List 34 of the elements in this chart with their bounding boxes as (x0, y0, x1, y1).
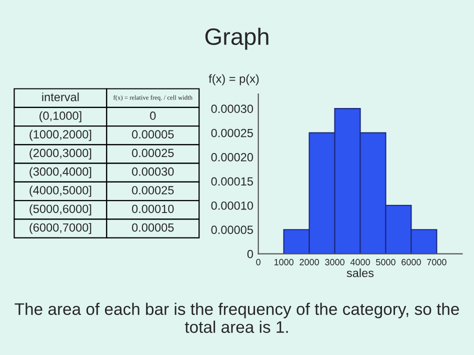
y-tick-label: 0.00005 (211, 226, 253, 234)
y-tick-label: 0.00015 (211, 177, 253, 186)
text: 0.00025 (132, 186, 174, 194)
text: 0.00005 (132, 130, 174, 139)
text: 0.00010 (132, 204, 174, 214)
y-tick-label: 0 (247, 250, 254, 258)
text: interval (42, 92, 79, 102)
text: (4000,5000] (30, 186, 92, 197)
x-tick-label: 7000 (427, 258, 446, 266)
y-tick-label: 0.00030 (211, 104, 254, 113)
x-axis-title: sales (346, 268, 374, 278)
text: The area of each bar is the frequency of the category, so the total area is 1. (14, 302, 459, 333)
y-tick-label: 0.00020 (211, 153, 254, 162)
x-tick-label: 6000 (402, 258, 421, 266)
y-tick-label: 0.00010 (211, 201, 254, 210)
x-tick-label: 3000 (325, 258, 344, 266)
text: (3000,4000] (30, 167, 92, 178)
x-tick-label: 1000 (274, 258, 294, 266)
text: (5000,6000] (30, 204, 92, 216)
text: 0.00025 (132, 148, 174, 158)
text: (0,1000] (40, 111, 82, 122)
y-tick-label: 0.00025 (211, 128, 253, 138)
text: (2000,3000] (30, 148, 92, 160)
y-axis-title: f(x) = p(x) (208, 74, 259, 86)
text: 0.00005 (132, 223, 174, 232)
text: (6000,7000] (30, 223, 92, 234)
x-tick-label: 5000 (376, 258, 396, 266)
chart-title: Graph (205, 28, 268, 50)
x-tick-label: 0 (256, 258, 260, 266)
text: 0.00030 (132, 167, 174, 176)
text: 0 (150, 112, 156, 120)
x-tick-label: 4000 (350, 258, 370, 266)
x-tick-label: 2000 (300, 258, 319, 266)
text: (1000,2000] (30, 130, 92, 141)
